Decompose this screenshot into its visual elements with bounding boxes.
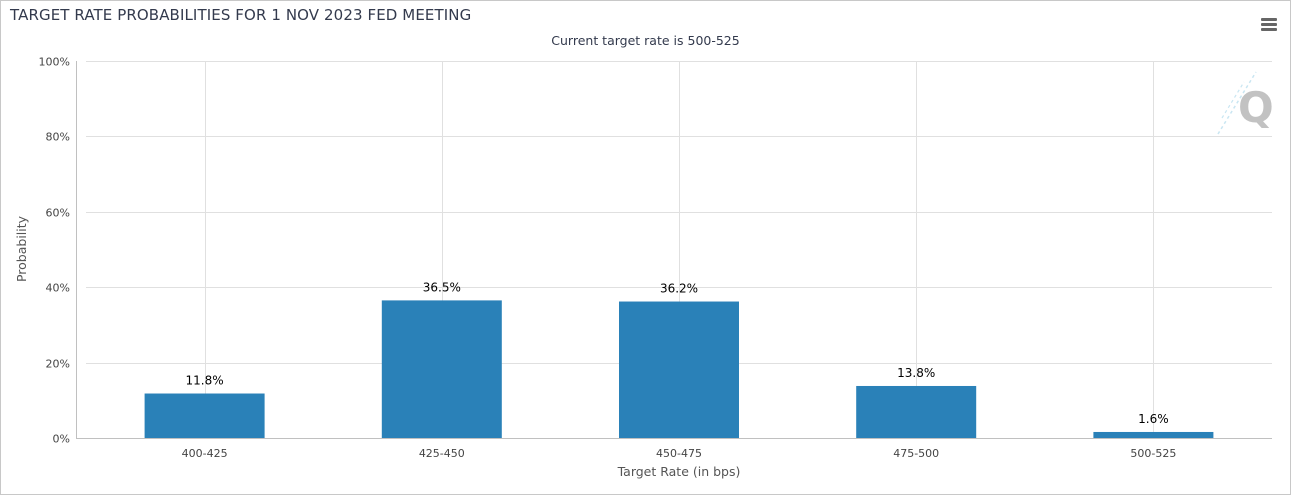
bar-500-525[interactable] <box>1093 431 1214 438</box>
chart-subtitle: Current target rate is 500-525 <box>551 33 740 48</box>
bar-425-450[interactable] <box>381 300 502 438</box>
y-tick-label: 60% <box>46 207 70 220</box>
labels: 0% 20% 40% 60% 80% 100% 11.8% 400-425 36.5% 425-4… <box>39 56 1177 461</box>
y-axis-title: Probability <box>14 215 29 282</box>
x-tick-label: 400-425 <box>182 447 228 460</box>
q-logo-icon: Q <box>1217 71 1274 135</box>
data-label: 1.6% <box>1138 412 1169 426</box>
svg-text:Q: Q <box>1238 83 1274 132</box>
data-label: 36.2% <box>660 282 698 296</box>
x-tick-label: 475-500 <box>893 447 939 460</box>
bars <box>144 300 1214 438</box>
x-tick-label: 425-450 <box>419 447 465 460</box>
bar-400-425[interactable] <box>144 393 265 438</box>
chart-title: TARGET RATE PROBABILITIES FOR 1 NOV 2023… <box>10 6 472 24</box>
y-tick-label: 80% <box>46 131 70 144</box>
hamburger-menu-icon[interactable] <box>1257 14 1281 36</box>
x-tick-label: 500-525 <box>1130 447 1176 460</box>
bar-475-500[interactable] <box>856 385 977 438</box>
y-tick-label: 40% <box>46 282 70 295</box>
x-axis-title: Target Rate (in bps) <box>617 464 741 479</box>
y-tick-label: 20% <box>46 358 70 371</box>
data-label: 11.8% <box>186 374 224 388</box>
x-tick-label: 450-475 <box>656 447 702 460</box>
data-label: 36.5% <box>423 280 461 294</box>
bar-450-475[interactable] <box>619 301 739 438</box>
data-label: 13.8% <box>897 366 935 380</box>
axes <box>76 61 1272 439</box>
y-tick-label: 100% <box>39 56 70 69</box>
y-tick-label: 0% <box>53 433 70 446</box>
